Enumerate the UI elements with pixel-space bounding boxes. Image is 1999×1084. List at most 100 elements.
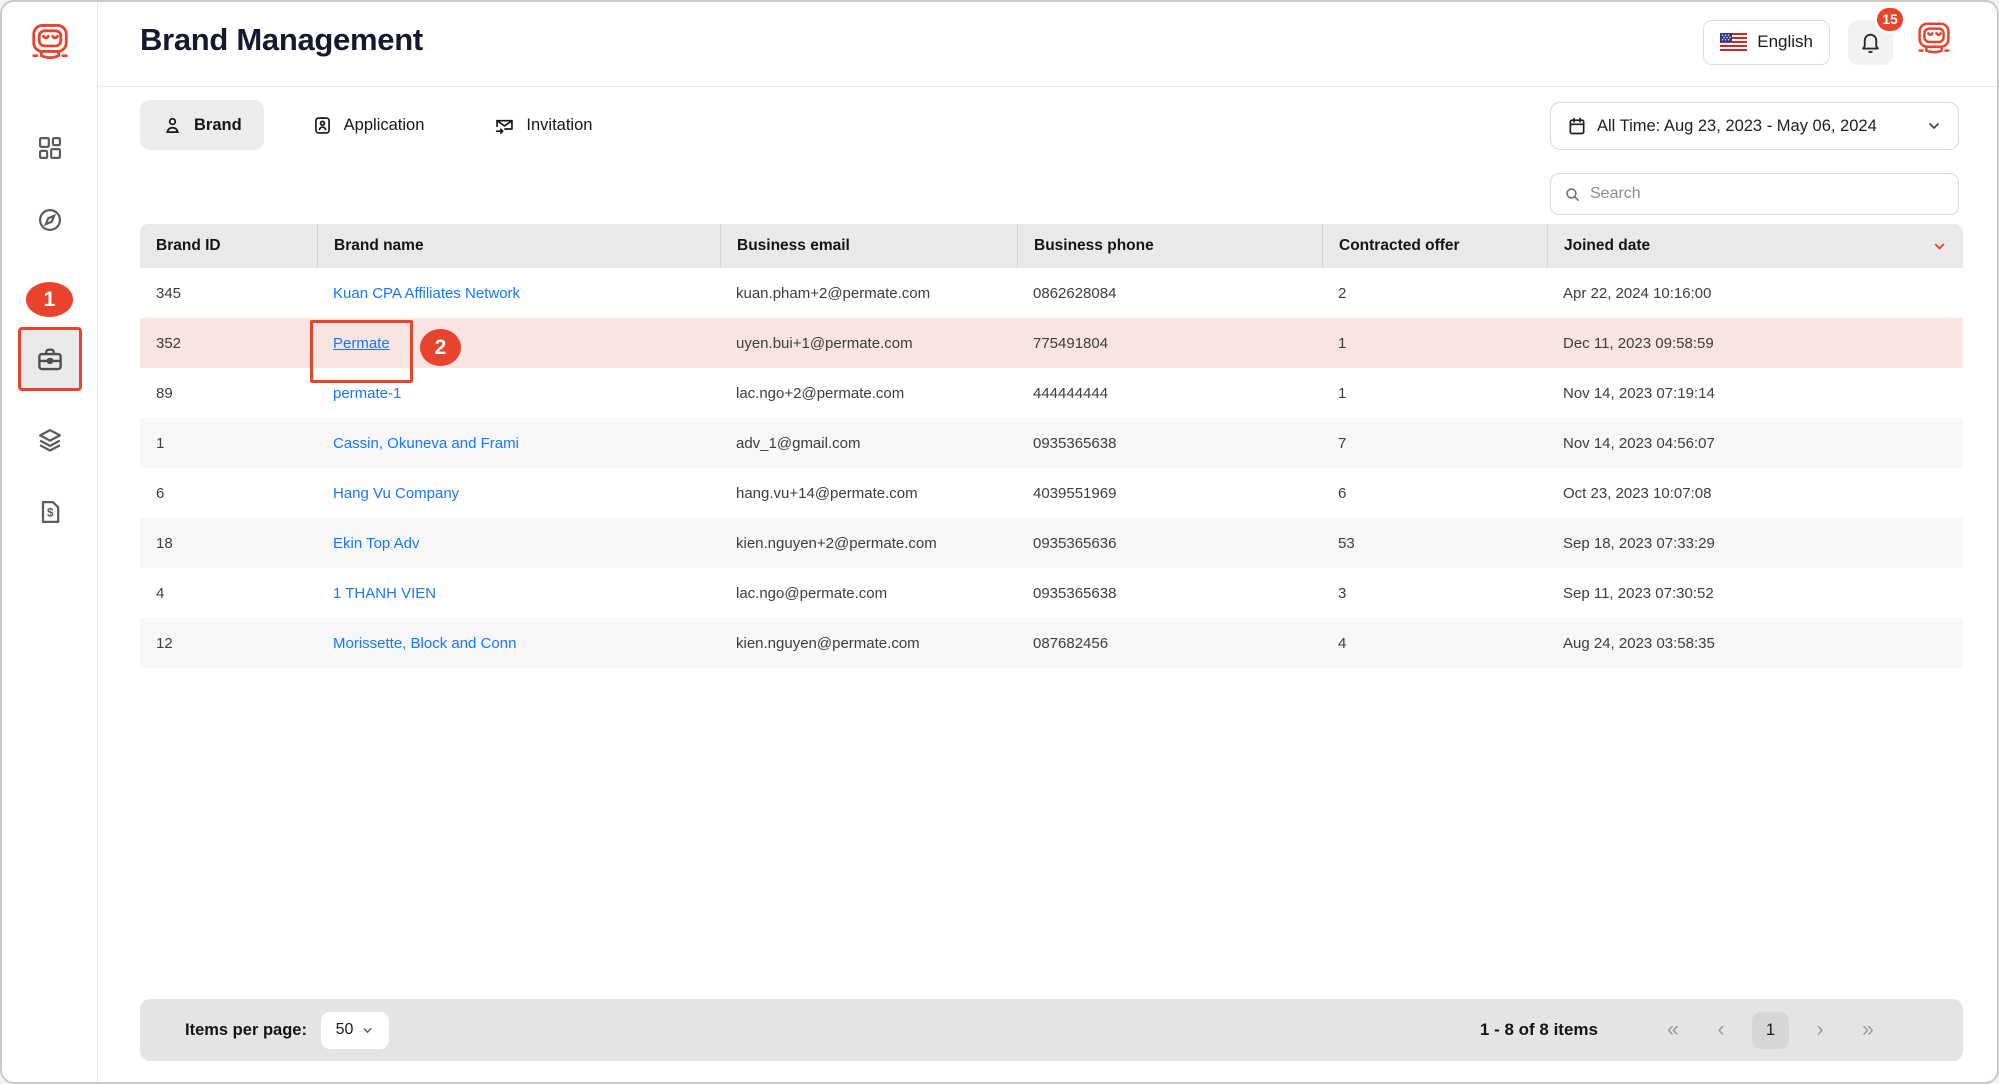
annotation-step2-badge: 2 (420, 329, 461, 366)
brand-name-link[interactable]: Morissette, Block and Conn (333, 634, 517, 652)
cell-business-phone: 0935365636 (1033, 534, 1117, 552)
cell-brand-name: Cassin, Okuneva and Frami (317, 418, 720, 468)
table-row: 18 Ekin Top Adv kien.nguyen+2@permate.co… (140, 518, 1963, 568)
tab-application-label: Application (343, 115, 425, 134)
brand-name-link[interactable]: permate-1 (333, 384, 402, 402)
items-per-page-select[interactable]: 50 (320, 1011, 389, 1049)
briefcase-icon (38, 348, 62, 371)
brand-logo-icon (24, 20, 76, 72)
column-header-business-phone[interactable]: Business phone (1017, 224, 1322, 268)
mail-invite-icon (496, 119, 514, 134)
sidebar-item-billing[interactable]: $ (2, 494, 98, 530)
cell-brand-name: permate-1 (317, 368, 720, 418)
pagination-bar: Items per page: 50 1 - 8 of 8 items « ‹ … (140, 999, 1963, 1061)
cell-brand-name: Kuan CPA Affiliates Network (317, 268, 720, 318)
cell-brand-name: Morissette, Block and Conn (317, 618, 720, 668)
brands-table: Brand ID Brand name Business email Busin… (140, 224, 1963, 668)
cell-contracted-offer: 1 (1338, 334, 1347, 352)
column-header-brand-id[interactable]: Brand ID (156, 237, 221, 254)
compass-icon (38, 208, 62, 232)
sidebar-item-discovery[interactable] (2, 202, 98, 238)
table-row: 345 Kuan CPA Affiliates Network kuan.pha… (140, 268, 1963, 318)
cell-business-phone: 0862628084 (1033, 284, 1117, 302)
cell-brand-name: 1 THANH VIEN (317, 568, 720, 618)
column-header-joined-date[interactable]: Joined date (1547, 224, 1963, 268)
tab-invitation[interactable]: Invitation (472, 100, 614, 150)
notification-count-badge: 15 (1875, 5, 1905, 33)
date-range-filter[interactable]: All Time: Aug 23, 2023 - May 06, 2024 (1550, 102, 1959, 150)
language-selector-button[interactable]: English (1703, 19, 1830, 65)
sidebar-item-brands[interactable] (18, 327, 82, 391)
cell-brand-id: 18 (156, 534, 173, 552)
cell-business-email: kien.nguyen@permate.com (736, 634, 920, 652)
dashboard-grid-icon (38, 136, 62, 160)
brand-name-link[interactable]: Ekin Top Adv (333, 534, 420, 552)
sidebar-item-dashboard[interactable] (2, 130, 98, 166)
notifications-button[interactable]: 15 (1848, 5, 1905, 65)
brand-name-link[interactable]: Hang Vu Company (333, 484, 460, 502)
cell-business-phone: 444444444 (1033, 384, 1109, 402)
cell-business-phone: 4039551969 (1033, 484, 1117, 502)
id-badge-icon (314, 116, 330, 134)
person-icon (166, 117, 179, 133)
sidebar: $ (2, 2, 98, 1082)
column-header-contracted-offer[interactable]: Contracted offer (1322, 224, 1547, 268)
items-per-page-label: Items per page: (185, 1020, 307, 1039)
search-input[interactable] (1590, 185, 1945, 203)
date-range-label: All Time: Aug 23, 2023 - May 06, 2024 (1597, 116, 1877, 135)
brand-name-link[interactable]: 1 THANH VIEN (333, 584, 437, 602)
table-body: 345 Kuan CPA Affiliates Network kuan.pha… (140, 268, 1963, 668)
cell-joined-date: Nov 14, 2023 04:56:07 (1563, 434, 1715, 452)
cell-brand-id: 89 (156, 384, 173, 402)
cell-joined-date: Dec 11, 2023 09:58:59 (1563, 334, 1714, 352)
table-row: 352 Permate uyen.bui+1@permate.com 77549… (140, 318, 1963, 368)
cell-contracted-offer: 1 (1338, 384, 1347, 402)
cell-business-email: kien.nguyen+2@permate.com (736, 534, 937, 552)
pager-controls: « ‹ 1 › » (1656, 1011, 1885, 1049)
cell-contracted-offer: 53 (1338, 534, 1355, 552)
table-row: 1 Cassin, Okuneva and Frami adv_1@gmail.… (140, 418, 1963, 468)
table-row: 89 permate-1 lac.ngo+2@permate.com 44444… (140, 368, 1963, 418)
tab-invitation-label: Invitation (526, 115, 593, 134)
current-page-button[interactable]: 1 (1752, 1011, 1789, 1049)
sidebar-item-offers[interactable] (2, 422, 98, 458)
next-page-button[interactable]: › (1803, 1013, 1837, 1047)
column-header-brand-name[interactable]: Brand name (317, 224, 720, 268)
pagination-range-text: 1 - 8 of 8 items (1479, 1020, 1598, 1039)
calendar-icon (1569, 117, 1585, 135)
brand-name-link[interactable]: Kuan CPA Affiliates Network (333, 284, 521, 302)
first-page-button[interactable]: « (1656, 1013, 1690, 1047)
page-title: Brand Management (140, 22, 423, 57)
tab-brand[interactable]: Brand (140, 100, 264, 150)
cell-business-phone: 087682456 (1033, 634, 1109, 652)
cell-joined-date: Nov 14, 2023 07:19:14 (1563, 384, 1715, 402)
column-header-business-email[interactable]: Business email (720, 224, 1017, 268)
cell-brand-id: 6 (156, 484, 165, 502)
table-row: 4 1 THANH VIEN lac.ngo@permate.com 09353… (140, 568, 1963, 618)
cell-business-phone: 775491804 (1033, 334, 1109, 352)
cell-business-email: kuan.pham+2@permate.com (736, 284, 931, 302)
sort-desc-icon[interactable] (1932, 239, 1947, 254)
tab-application[interactable]: Application (290, 100, 447, 150)
brand-name-link[interactable]: Permate (333, 334, 390, 352)
cell-business-phone: 0935365638 (1033, 434, 1117, 452)
cell-brand-name: Ekin Top Adv (317, 518, 720, 568)
page-header: Brand Management English (98, 2, 1997, 87)
prev-page-button[interactable]: ‹ (1704, 1013, 1738, 1047)
cell-business-email: lac.ngo@permate.com (736, 584, 888, 602)
cell-business-email: uyen.bui+1@permate.com (736, 334, 913, 352)
chevron-down-icon (363, 1027, 372, 1033)
last-page-button[interactable]: » (1851, 1013, 1885, 1047)
annotation-step1-badge: 1 (26, 282, 73, 317)
cell-brand-id: 4 (156, 584, 165, 602)
table-row: 12 Morissette, Block and Conn kien.nguye… (140, 618, 1963, 668)
language-label: English (1757, 32, 1813, 51)
brand-name-link[interactable]: Cassin, Okuneva and Frami (333, 434, 519, 452)
tab-bar: Brand Application Invitation (140, 100, 614, 150)
table-row: 6 Hang Vu Company hang.vu+14@permate.com… (140, 468, 1963, 518)
cell-brand-id: 1 (156, 434, 165, 452)
account-avatar[interactable] (1911, 19, 1957, 65)
invoice-icon: $ (41, 500, 60, 524)
cell-brand-id: 352 (156, 334, 182, 352)
